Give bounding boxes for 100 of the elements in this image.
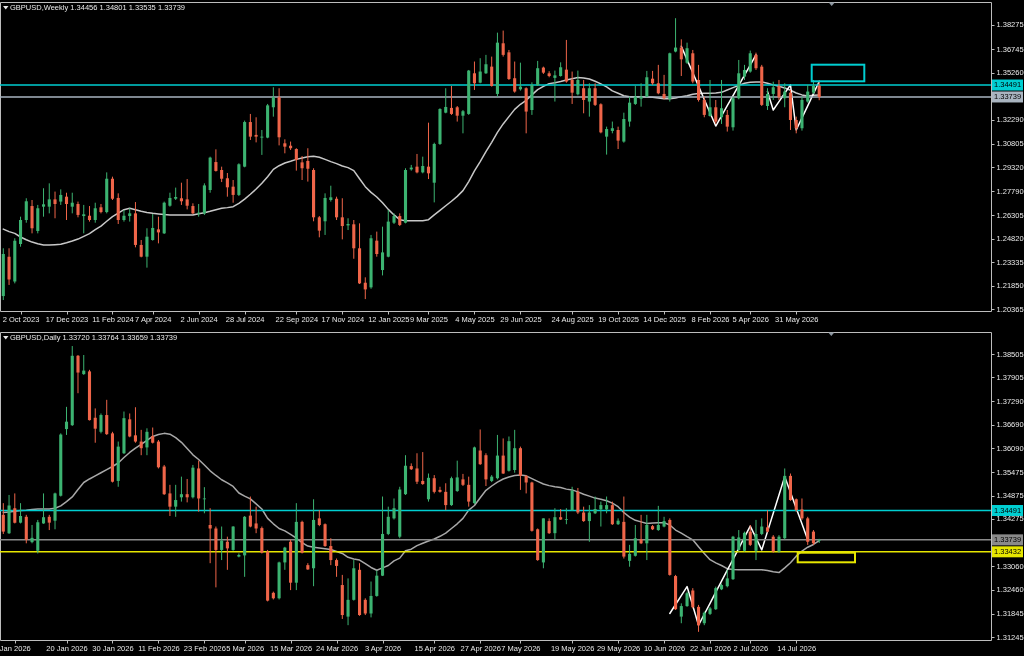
candlestick [714, 99, 718, 125]
candlestick [426, 473, 431, 503]
candlestick [490, 56, 494, 88]
candlestick [317, 215, 321, 238]
candlestick [260, 129, 264, 156]
candlestick [346, 577, 350, 626]
candlestick [254, 116, 258, 143]
candlestick [449, 85, 454, 116]
candlestick [70, 192, 74, 214]
candlestick [570, 486, 574, 512]
candlestick [696, 64, 701, 103]
candlestick [64, 192, 69, 221]
candlestick [225, 172, 229, 198]
candlestick [168, 484, 172, 517]
candlestick [748, 524, 752, 547]
candlestick [719, 79, 724, 125]
candlestick [513, 61, 517, 94]
candlestick [340, 197, 344, 240]
candlestick [352, 219, 356, 260]
candlestick [110, 176, 115, 201]
candlestick [806, 516, 810, 546]
candlestick [553, 507, 557, 540]
candlestick [633, 524, 637, 558]
candlestick [472, 61, 477, 91]
candlestick [570, 71, 574, 105]
candlestick [696, 604, 701, 633]
candlestick [605, 126, 609, 156]
candlestick [7, 247, 11, 286]
candlestick [53, 191, 57, 219]
candlestick [800, 497, 804, 521]
candlestick [685, 42, 689, 65]
candlestick [93, 202, 97, 224]
candlestick [156, 216, 160, 244]
candlestick [599, 501, 603, 528]
candlestick [329, 537, 333, 566]
candlestick [47, 182, 51, 214]
candlestick [151, 213, 155, 242]
candlestick [656, 64, 660, 95]
candlestick [335, 196, 339, 221]
candlestick [202, 486, 206, 514]
candlestick [593, 496, 597, 515]
candlestick [461, 473, 465, 487]
candlestick [41, 187, 46, 218]
candlestick [133, 406, 138, 444]
candlestick [639, 514, 643, 545]
candlestick [375, 570, 379, 598]
candlestick [432, 474, 436, 494]
candlestick [691, 587, 695, 609]
candlestick [300, 155, 304, 181]
candlestick [220, 526, 224, 561]
candlestick [656, 505, 660, 532]
candlestick [495, 434, 499, 480]
candlestick [553, 70, 557, 103]
candlestick [777, 79, 781, 101]
candlestick [576, 70, 580, 96]
candlestick [478, 57, 482, 84]
candlestick [633, 85, 637, 106]
candlestick [444, 87, 448, 114]
candlestick [369, 581, 373, 618]
candlestick [467, 476, 471, 508]
candlestick [513, 429, 517, 474]
candlestick [36, 204, 40, 234]
candlestick [616, 126, 620, 150]
candlestick [248, 113, 252, 141]
candlestick [13, 492, 17, 524]
candlestick [174, 484, 178, 518]
candlestick [24, 197, 28, 224]
candlestick [582, 79, 586, 114]
candlestick [214, 526, 218, 588]
candlestick [375, 231, 379, 258]
candlestick [564, 39, 568, 84]
candlestick [714, 586, 718, 611]
candlestick [76, 354, 80, 394]
candlestick [306, 147, 310, 183]
candlestick [639, 82, 643, 108]
candlestick [392, 497, 396, 521]
candlestick [24, 514, 28, 544]
candlestick [702, 96, 706, 118]
candlestick [248, 496, 252, 528]
candlestick [628, 96, 632, 128]
candlestick [438, 486, 442, 494]
candlestick [231, 179, 235, 204]
candlestick [461, 109, 465, 134]
candlestick [237, 552, 241, 558]
candlestick [185, 478, 189, 503]
candlestick [214, 148, 218, 173]
candlestick [593, 82, 597, 107]
candlestick [231, 525, 235, 552]
candlestick [748, 50, 752, 74]
candlestick [30, 199, 34, 234]
candlestick [679, 38, 683, 77]
candlestick [271, 86, 275, 118]
candlestick [564, 507, 568, 525]
candlestick [501, 437, 505, 475]
candlestick [415, 153, 419, 174]
candlestick [386, 506, 390, 536]
candlestick [335, 558, 339, 578]
candlestick [771, 81, 775, 101]
candlestick [323, 522, 327, 548]
candlestick [294, 147, 298, 172]
